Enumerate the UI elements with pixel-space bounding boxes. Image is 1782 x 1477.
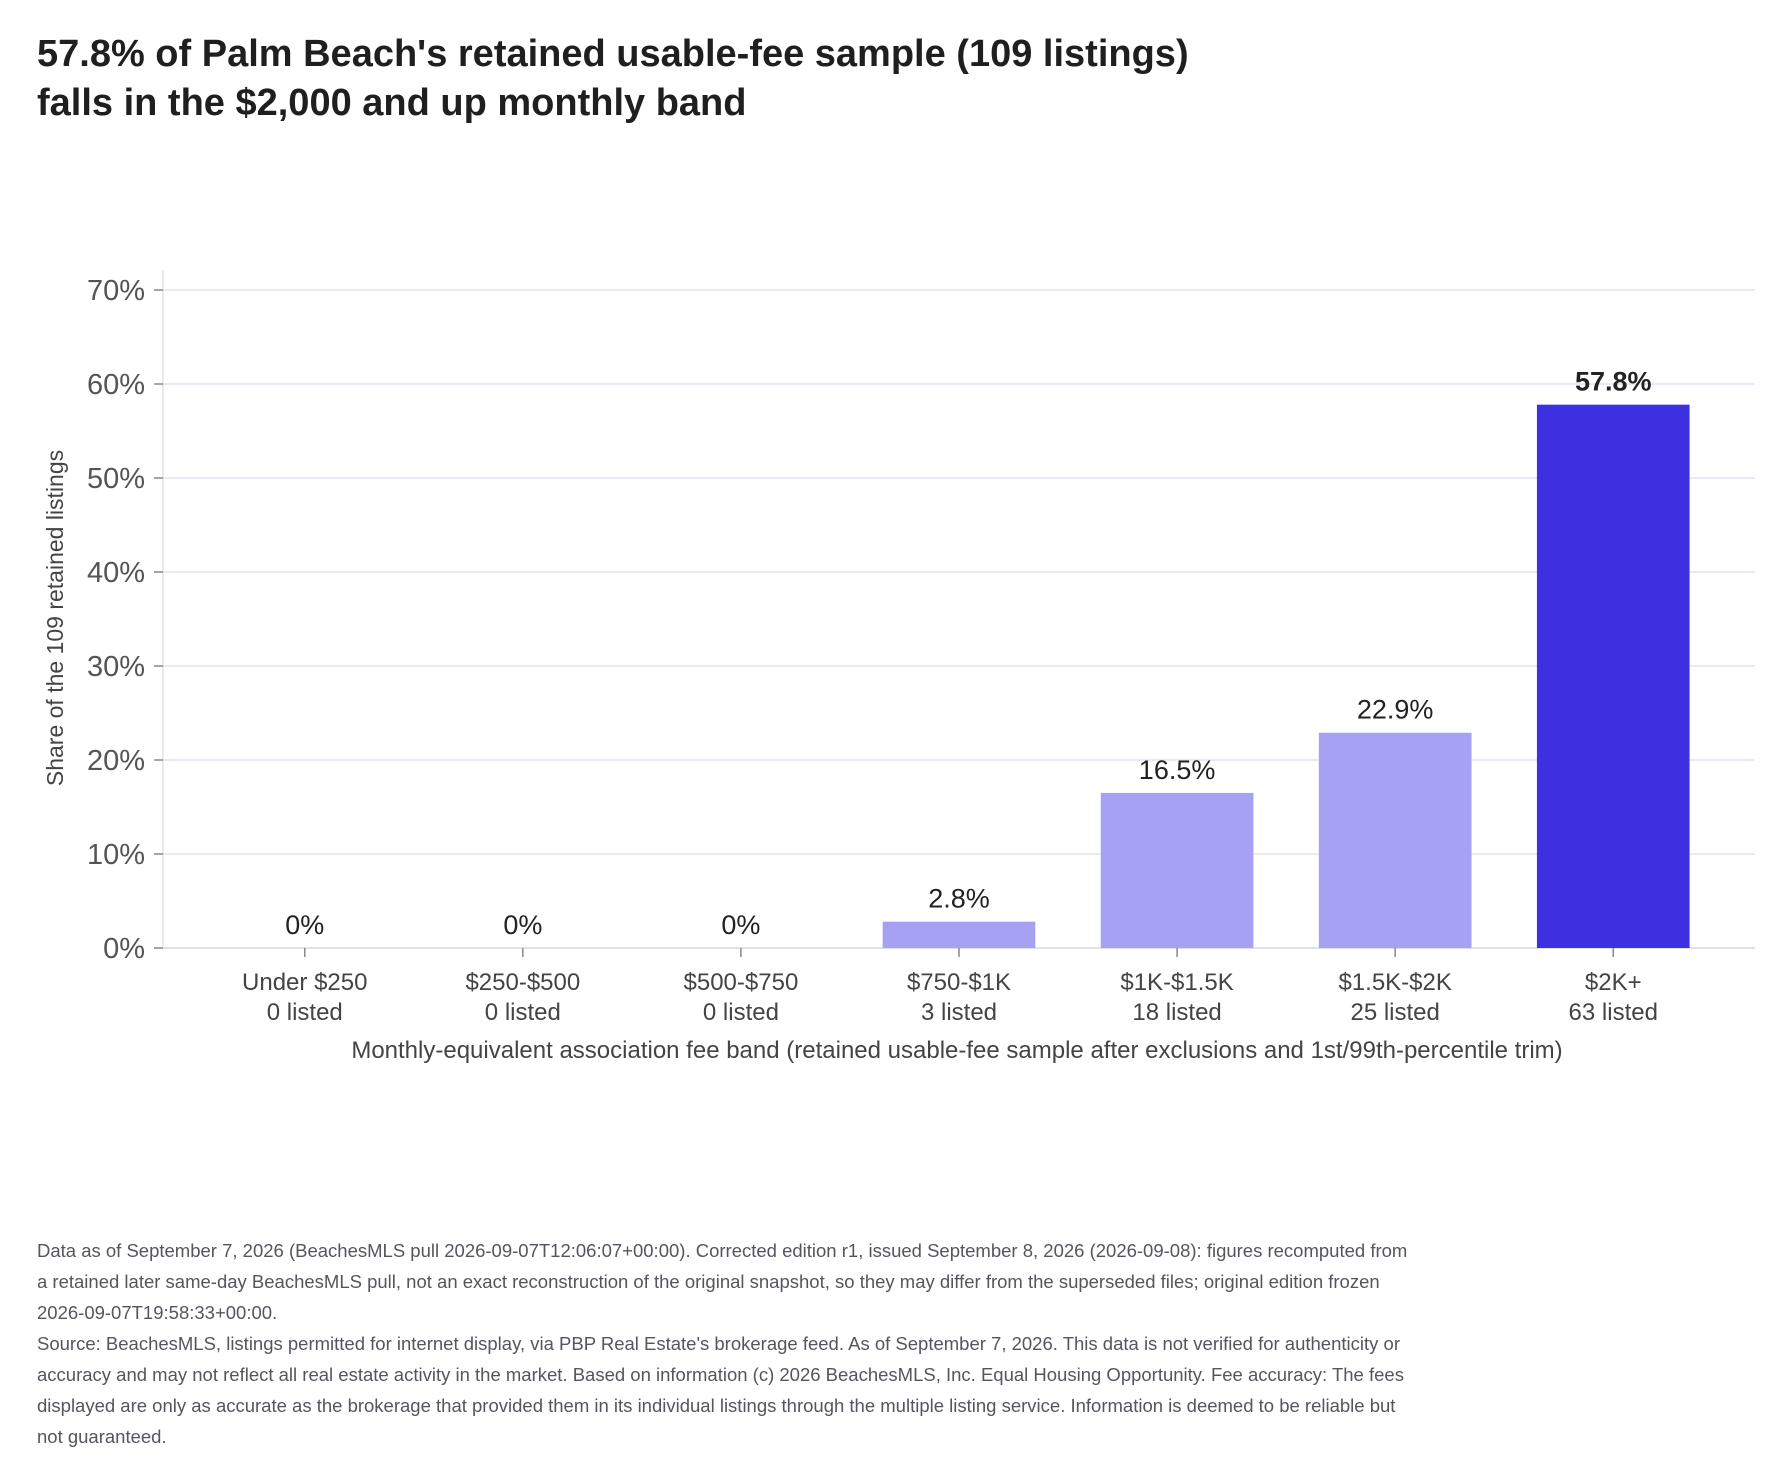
chart-title-line-1: 57.8% of Palm Beach's retained usable-fe… (37, 33, 1189, 75)
x-tick-count-label: 0 listed (485, 999, 561, 1026)
bar-value-label: 2.8% (928, 884, 990, 914)
bar-4 (1100, 792, 1254, 948)
x-axis-title: Monthly-equivalent association fee band … (351, 1037, 1562, 1064)
y-tick-label: 60% (87, 369, 145, 401)
axes (154, 270, 1614, 957)
x-tick-count-label: 63 listed (1569, 999, 1658, 1026)
x-tick-count-label: 18 listed (1132, 999, 1221, 1026)
y-tick-label: 40% (87, 557, 145, 589)
bar-5 (1318, 732, 1472, 948)
y-tick-label: 10% (87, 839, 145, 871)
tick-labels: 0% 10% 20% 30% 40% 50% 60% 70% Under $250 0 liste… (87, 275, 1658, 1026)
y-tick-label: 0% (103, 933, 145, 965)
chart-title-line-2: falls in the $2,000 and up monthly band (37, 82, 747, 124)
chart-title: 57.8% of Palm Beach's retained usable-fe… (37, 30, 1537, 128)
bars (882, 404, 1690, 948)
y-axis-title: Share of the 109 retained listings (42, 450, 68, 786)
source-note: Source: BeachesMLS, listings permitted f… (37, 1333, 1404, 1447)
x-tick-label: $750-$1K (907, 969, 1011, 996)
x-tick-label: $2K+ (1585, 969, 1642, 996)
bar-value-label: 0% (503, 910, 542, 940)
x-tick-label: $1K-$1.5K (1120, 969, 1233, 996)
x-tick-count-label: 0 listed (703, 999, 779, 1026)
x-tick-label: Under $250 (242, 969, 367, 996)
x-tick-label: $250-$500 (465, 969, 580, 996)
y-tick-label: 70% (87, 275, 145, 307)
y-tick-label: 50% (87, 463, 145, 495)
bar-value-label: 0% (721, 910, 760, 940)
data-labels: 0% 0% 0% 2.8% 16.5% 22.9% 57.8% (285, 367, 1651, 940)
x-tick-count-label: 0 listed (267, 999, 343, 1026)
x-tick-label: $1.5K-$2K (1338, 969, 1451, 996)
grid-lines (163, 289, 1755, 949)
bar-3 (882, 921, 1036, 948)
bar-value-label: 22.9% (1357, 695, 1434, 725)
x-tick-count-label: 3 listed (921, 999, 997, 1026)
bar-value-label: 57.8% (1575, 367, 1652, 397)
x-tick-label: $500-$750 (684, 969, 799, 996)
bar-value-label: 16.5% (1139, 755, 1216, 785)
bar-chart: 0% 0% 0% 2.8% 16.5% 22.9% 57.8% 0% 10% 20% 30% 40%… (42, 270, 1755, 1064)
data-note: Data as of September 7, 2026 (BeachesMLS… (37, 1240, 1408, 1323)
footnote: Data as of September 7, 2026 (BeachesMLS… (37, 1235, 1417, 1452)
bar-value-label: 0% (285, 910, 324, 940)
y-tick-label: 20% (87, 745, 145, 777)
y-tick-label: 30% (87, 651, 145, 683)
x-tick-count-label: 25 listed (1350, 999, 1439, 1026)
bar-6 (1536, 404, 1690, 948)
